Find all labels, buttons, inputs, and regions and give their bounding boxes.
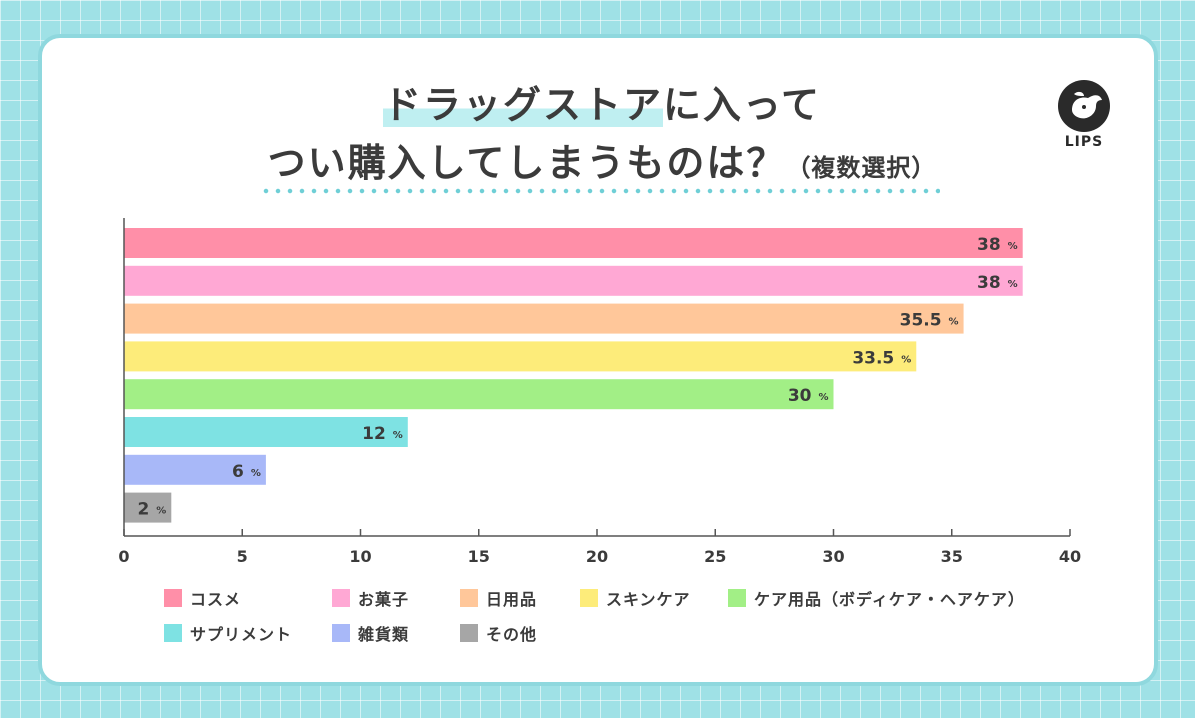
legend-swatch xyxy=(332,589,350,607)
legend-label: お菓子 xyxy=(358,590,410,609)
x-tick-label-35: 35 xyxy=(941,547,963,566)
x-tick-label-10: 10 xyxy=(349,547,371,566)
chart-title: ドラッグストアに入って つい購入してしまうものは？（複数選択） xyxy=(42,76,1162,197)
bar-4 xyxy=(124,341,917,372)
legend-label: コスメ xyxy=(190,590,242,609)
data-label-1: 38 xyxy=(977,235,1001,255)
data-label-unit-2: % xyxy=(1008,279,1018,290)
data-label-5: 30 xyxy=(788,386,812,406)
data-label-unit-1: % xyxy=(1008,241,1018,252)
bar-5 xyxy=(124,379,834,410)
deer-logo-icon xyxy=(1058,80,1110,132)
bar-3 xyxy=(124,303,964,334)
data-label-7: 6 xyxy=(232,462,244,482)
legend-label: スキンケア xyxy=(606,590,691,609)
legend-label: 雑貨類 xyxy=(358,625,410,644)
data-label-2: 38 xyxy=(977,273,1001,293)
title-line-1: ドラッグストアに入って xyxy=(42,76,1162,134)
legend-item-5: ケア用品（ボディケア・ヘアケア） xyxy=(728,587,1025,609)
bar-1 xyxy=(124,228,1023,258)
title-line-1-rest: に入って xyxy=(662,83,822,127)
bar-6 xyxy=(124,417,408,447)
legend-label: 日用品 xyxy=(486,590,538,609)
data-label-unit-4: % xyxy=(901,354,911,365)
title-line-2: つい購入してしまうものは？（複数選択） xyxy=(42,134,1162,197)
title-line-2-main: つい購入してしまうものは？ xyxy=(267,141,787,185)
legend-swatch xyxy=(332,624,350,642)
legend-swatch xyxy=(460,589,478,607)
lips-logo: LIPS xyxy=(1054,80,1114,150)
x-tick-label-30: 30 xyxy=(822,547,844,566)
data-label-8: 2 xyxy=(137,500,149,520)
x-tick-label-0: 0 xyxy=(118,547,129,566)
legend-label: ケア用品（ボディケア・ヘアケア） xyxy=(754,590,1025,609)
x-tick-label-15: 15 xyxy=(468,547,490,566)
x-tick-label-25: 25 xyxy=(704,547,726,566)
x-tick-label-40: 40 xyxy=(1059,547,1081,566)
legend-swatch xyxy=(164,589,182,607)
bar-7 xyxy=(124,454,266,485)
title-subtitle: （複数選択） xyxy=(786,154,937,182)
legend-item-1: コスメ xyxy=(164,587,241,609)
legend-item-6: サプリメント xyxy=(164,622,292,644)
data-label-unit-5: % xyxy=(818,392,828,403)
legend-item-4: スキンケア xyxy=(580,587,691,609)
data-label-unit-6: % xyxy=(393,430,403,441)
bar-8 xyxy=(124,492,172,523)
data-label-unit-3: % xyxy=(949,317,959,328)
legend-item-8: その他 xyxy=(460,622,537,644)
x-tick-label-5: 5 xyxy=(237,547,248,566)
legend-label: サプリメント xyxy=(190,625,293,644)
title-dotted-divider xyxy=(260,188,940,194)
legend-swatch xyxy=(460,624,478,642)
legend-swatch xyxy=(728,589,746,607)
legend-item-7: 雑貨類 xyxy=(332,622,409,644)
data-label-unit-8: % xyxy=(156,506,166,517)
data-label-3: 35.5 xyxy=(900,311,942,331)
legend-item-2: お菓子 xyxy=(332,587,409,609)
legend-swatch xyxy=(164,624,182,642)
title-highlight: ドラッグストア xyxy=(382,83,663,127)
legend-label: その他 xyxy=(486,625,538,644)
legend-item-3: 日用品 xyxy=(460,587,537,609)
data-label-unit-7: % xyxy=(251,468,261,479)
logo-text: LIPS xyxy=(1064,134,1104,150)
x-tick-label-20: 20 xyxy=(586,547,608,566)
data-label-4: 33.5 xyxy=(852,348,894,368)
bar-2 xyxy=(124,265,1023,296)
legend-swatch xyxy=(580,589,598,607)
data-label-6: 12 xyxy=(362,424,386,444)
